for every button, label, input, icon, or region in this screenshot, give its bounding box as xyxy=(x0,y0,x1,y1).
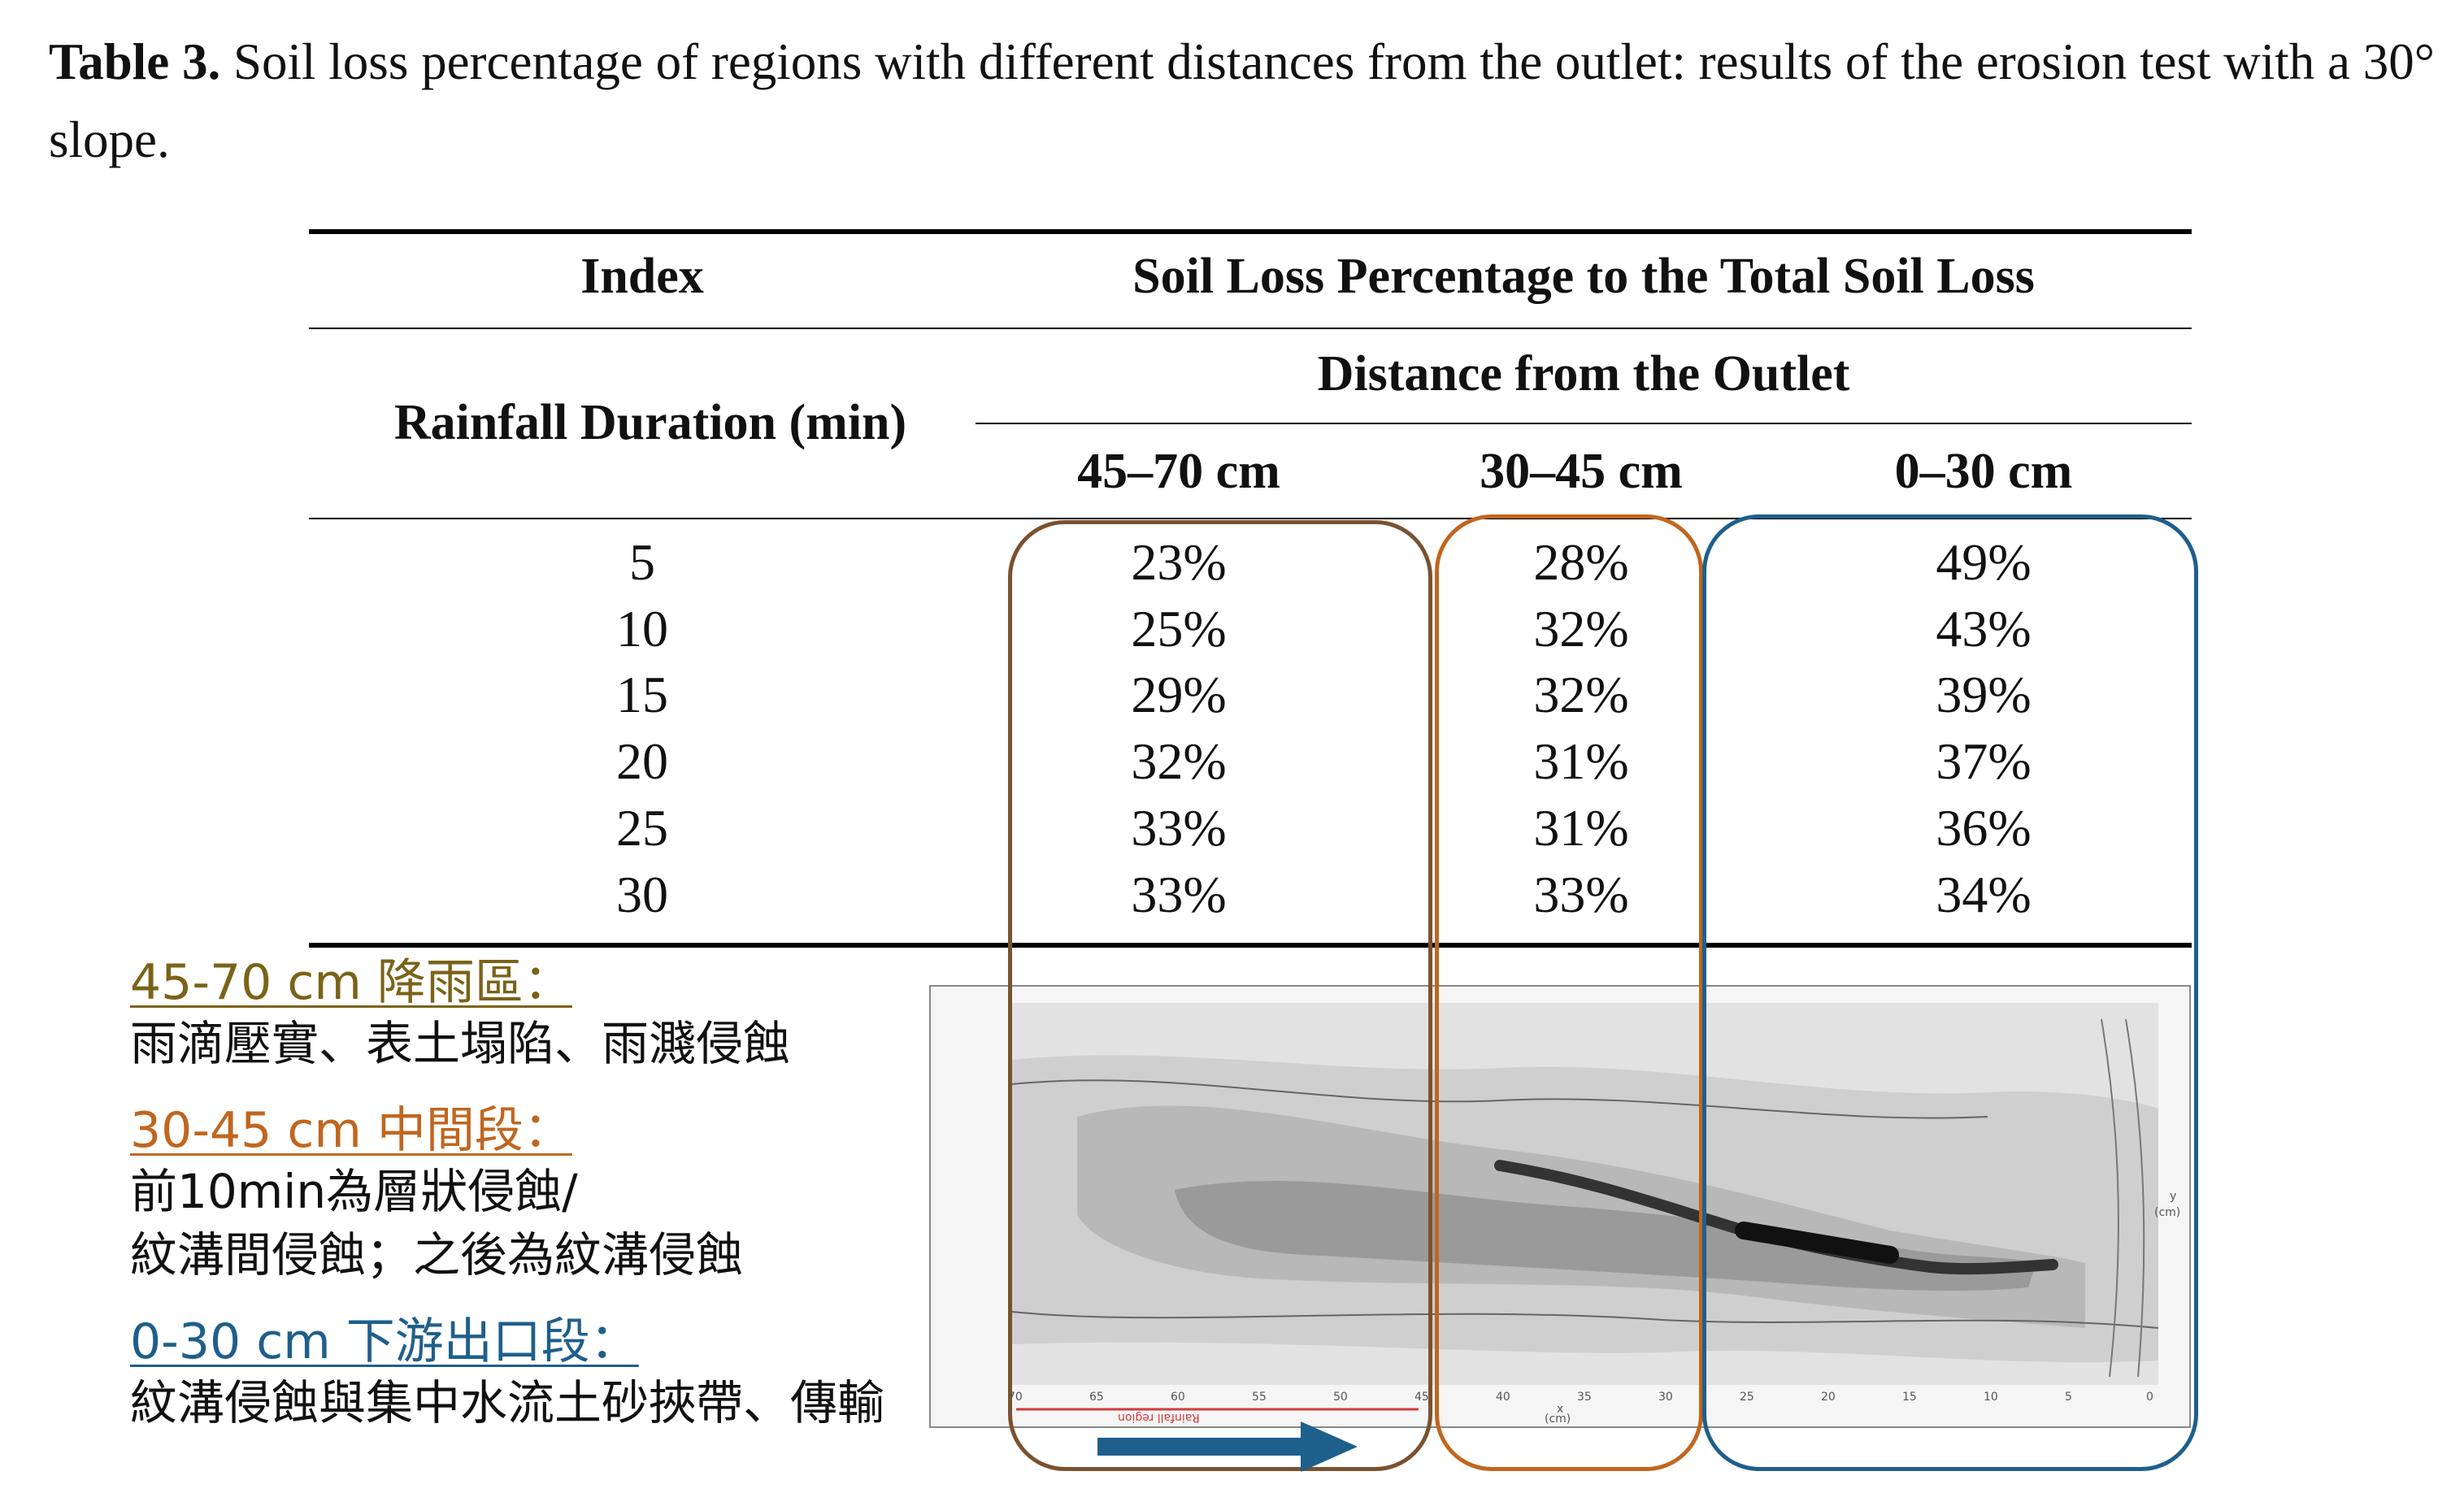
duration-cell: 10 xyxy=(616,600,668,658)
value-cell: 32% xyxy=(1533,666,1629,723)
x-tick-label: 5 xyxy=(2065,1391,2072,1404)
table-bottom-rule xyxy=(309,943,2192,948)
x-tick-label: 25 xyxy=(1740,1391,1754,1404)
value-cell: 31% xyxy=(1533,732,1629,790)
duration-cell: 30 xyxy=(616,866,668,923)
x-tick-label: 30 xyxy=(1658,1391,1673,1404)
column-box-30-45 xyxy=(1435,514,1703,1471)
value-cell: 39% xyxy=(1936,666,2032,723)
contour-band xyxy=(1175,1181,2036,1291)
x-tick-label: 0 xyxy=(2146,1391,2153,1404)
column-box-0-30 xyxy=(1702,514,2198,1471)
table-group-rule xyxy=(976,423,2192,424)
value-cell: 23% xyxy=(1131,533,1227,591)
index-header: Index xyxy=(580,249,704,304)
x-tick-label: 35 xyxy=(1577,1391,1592,1404)
value-cell: 33% xyxy=(1131,799,1227,857)
column-header-0-30: 0–30 cm xyxy=(1894,444,2073,499)
x-tick-label: 15 xyxy=(1902,1391,1917,1404)
x-tick-label: 50 xyxy=(1333,1391,1348,1404)
table-header-rule xyxy=(309,328,2192,329)
contour-line xyxy=(2101,1018,2119,1378)
value-cell: 34% xyxy=(1936,866,2032,923)
group-header: Distance from the Outlet xyxy=(1317,346,1850,401)
value-cell: 32% xyxy=(1533,600,1629,658)
value-cell: 31% xyxy=(1533,799,1629,857)
y-axis-unit: (cm) xyxy=(2154,1206,2181,1219)
value-cell: 29% xyxy=(1131,666,1227,723)
note-title: 0-30 cm 下游出口段： xyxy=(130,1313,639,1370)
contour-line xyxy=(1011,1079,1988,1119)
rill-channel xyxy=(1735,1222,1899,1264)
value-cell: 36% xyxy=(1936,799,2032,857)
note-line: 雨滴壓實、表土塌陷、雨濺侵蝕 xyxy=(130,1016,791,1071)
contour-line xyxy=(2125,1018,2145,1378)
x-tick-label: 45 xyxy=(1415,1391,1429,1404)
contour-map xyxy=(1011,1003,2159,1411)
caption-text: Soil loss percentage of regions with dif… xyxy=(49,33,2435,168)
value-cell: 49% xyxy=(1936,533,2032,591)
value-cell: 33% xyxy=(1533,866,1629,923)
note-line: 前10min為層狀侵蝕/ xyxy=(130,1164,578,1219)
row-header: Rainfall Duration (min) xyxy=(393,395,907,450)
flow-direction-arrow-icon xyxy=(1097,1421,1358,1472)
column-box-45-70 xyxy=(1008,520,1432,1471)
value-cell: 33% xyxy=(1131,866,1227,923)
note-title: 45-70 cm 降雨區： xyxy=(130,954,572,1011)
contour-line xyxy=(1011,1311,2159,1329)
duration-cell: 5 xyxy=(629,533,655,591)
value-cell: 28% xyxy=(1533,533,1629,591)
x-tick-label: 20 xyxy=(1821,1391,1836,1404)
x-tick-label: 65 xyxy=(1089,1391,1104,1404)
column-header-30-45: 30–45 cm xyxy=(1480,444,1683,499)
x-tick-label: 40 xyxy=(1496,1391,1510,1404)
note-line: 紋溝侵蝕與集中水流土砂挾帶、傳輸 xyxy=(130,1375,885,1430)
duration-cell: 15 xyxy=(616,666,668,723)
value-cell: 25% xyxy=(1131,600,1227,658)
value-cell: 43% xyxy=(1936,600,2032,658)
value-cell: 32% xyxy=(1131,732,1227,790)
main-header: Soil Loss Percentage to the Total Soil L… xyxy=(1132,249,2035,304)
note-line: 紋溝間侵蝕；之後為紋溝侵蝕 xyxy=(130,1227,744,1283)
column-header-45-70: 45–70 cm xyxy=(1077,444,1280,499)
table-body-rule xyxy=(309,518,2192,519)
note-title: 30-45 cm 中間段： xyxy=(130,1102,572,1159)
erosion-contour-figure: 70 65 60 55 50 45 40 35 30 25 20 15 10 5… xyxy=(929,985,2191,1428)
note-45-70: 45-70 cm 降雨區： 雨滴壓實、表土塌陷、雨濺侵蝕 xyxy=(130,953,790,1075)
x-axis-unit: (cm) xyxy=(1545,1413,1571,1426)
duration-cell: 20 xyxy=(616,732,668,790)
duration-cell: 25 xyxy=(616,799,668,857)
x-axis-label: x xyxy=(1557,1403,1564,1416)
x-tick-label: 10 xyxy=(1984,1391,1998,1404)
value-cell: 37% xyxy=(1936,732,2032,790)
note-0-30: 0-30 cm 下游出口段： 紋溝侵蝕與集中水流土砂挾帶、傳輸 xyxy=(130,1313,884,1434)
x-tick-label: 60 xyxy=(1171,1391,1185,1404)
table-caption: Table 3. Soil loss percentage of regions… xyxy=(49,23,2455,179)
table-top-rule xyxy=(309,229,2192,234)
caption-label: Table 3. xyxy=(49,33,221,90)
x-tick-label: 55 xyxy=(1252,1391,1267,1404)
y-axis-label: y xyxy=(2170,1190,2177,1203)
note-30-45: 30-45 cm 中間段： 前10min為層狀侵蝕/ 紋溝間侵蝕；之後為紋溝侵蝕 xyxy=(130,1101,743,1287)
